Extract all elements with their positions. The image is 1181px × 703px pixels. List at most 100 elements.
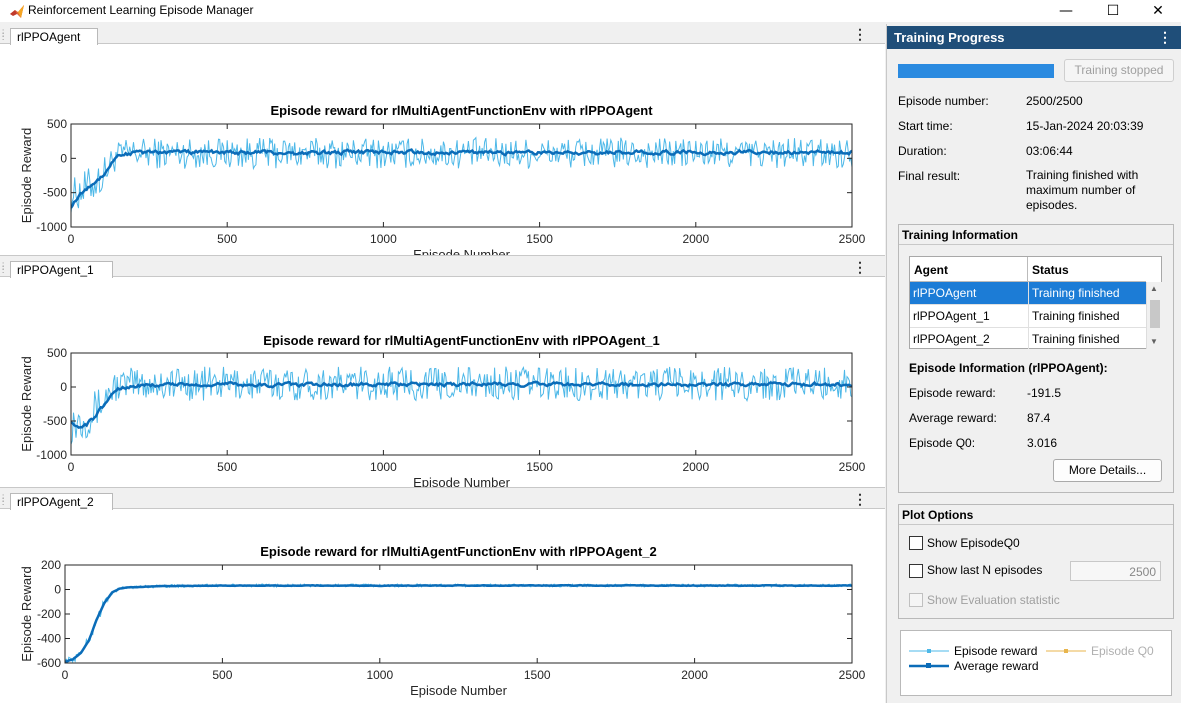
plot-tabbar: ::: rlPPOAgent ⋮ <box>0 24 885 45</box>
average-reward-value: 87.4 <box>1027 411 1051 425</box>
show-q0-label[interactable]: Show EpisodeQ0 <box>927 536 1020 550</box>
plot-legend: Episode reward Episode Q0 Average reward <box>900 630 1172 696</box>
chart-title: Episode reward for rlMultiAgentFunctionE… <box>260 544 657 559</box>
duration-label: Duration: <box>898 144 947 158</box>
legend-episode-q0: Episode Q0 <box>1091 644 1154 658</box>
plot-area <box>71 124 852 227</box>
chart-title: Episode reward for rlMultiAgentFunctionE… <box>263 333 660 348</box>
chart-rlppoagent-1: 0 500 1000 1500 2000 25005000-500-1000Episode… <box>19 333 866 487</box>
plot-tabbar: ::: rlPPOAgent_2 ⋮ <box>0 489 885 510</box>
panel-menu-icon[interactable]: ⋮ <box>853 491 867 507</box>
panel-menu-icon[interactable]: ⋮ <box>853 26 867 42</box>
average-reward-series <box>65 583 852 663</box>
window-title-bar: Reinforcement Learning Episode Manager —… <box>0 0 1181 22</box>
y-tick-label: -1000 <box>36 448 67 462</box>
tab-rlppoagent[interactable]: rlPPOAgent <box>10 28 98 45</box>
start-time-value: 15-Jan-2024 20:03:39 <box>1026 119 1144 133</box>
average-reward-series <box>71 380 852 429</box>
y-tick-label: 0 <box>60 151 67 165</box>
chart-rlppoagent: 0 500 1000 1500 2000 25005000-500-1000Episode… <box>19 103 866 255</box>
table-row[interactable]: rlPPOAgent_2 Training finished <box>910 328 1146 351</box>
splitter[interactable] <box>0 255 885 257</box>
table-scrollbar[interactable]: ▲ ▼ <box>1146 282 1162 349</box>
episode-reward-series <box>71 366 852 445</box>
y-axis-label: Episode Reward <box>19 566 34 661</box>
x-tick-label: 500 <box>217 232 237 246</box>
tab-rlppoagent-2[interactable]: rlPPOAgent_2 <box>10 493 113 510</box>
average-reward-series <box>71 148 852 209</box>
x-tick-label: 2000 <box>681 668 708 682</box>
y-tick-label: -400 <box>37 632 61 646</box>
legend-episode-reward-marker <box>927 649 931 653</box>
y-tick-label: -200 <box>37 607 61 621</box>
tab-rlppoagent-1[interactable]: rlPPOAgent_1 <box>10 261 113 278</box>
grip-icon[interactable]: ::: <box>2 492 5 507</box>
axes-box <box>70 123 853 228</box>
column-header-agent[interactable]: Agent <box>910 257 1028 282</box>
plot-area <box>71 353 852 455</box>
pane-menu-icon[interactable]: ⋮ <box>1158 29 1172 45</box>
episode-q0-value: 3.016 <box>1027 436 1058 450</box>
x-tick-label: 1500 <box>526 232 553 246</box>
x-axis-label: Episode Number <box>413 247 510 255</box>
y-tick-label: 200 <box>41 558 61 572</box>
plot-area <box>65 565 852 663</box>
maximize-button[interactable]: ☐ <box>1106 3 1120 19</box>
y-tick-label: -500 <box>43 414 67 428</box>
agent-cell: rlPPOAgent <box>913 286 977 300</box>
x-tick-label: 2000 <box>682 232 709 246</box>
chart-rlppoagent-2: 0 500 1000 1500 2000 25002000-200-400-600Epis… <box>19 544 866 698</box>
y-tick-label: 0 <box>60 380 67 394</box>
y-tick-label: 0 <box>54 583 61 597</box>
window-title: Reinforcement Learning Episode Manager <box>28 3 254 17</box>
close-button[interactable]: ✕ <box>1152 3 1164 19</box>
scroll-thumb[interactable] <box>1150 300 1160 328</box>
panel-menu-icon[interactable]: ⋮ <box>853 259 867 275</box>
plot-options-group: Plot Options Show EpisodeQ0 Show last N … <box>898 504 1174 619</box>
agent-cell: rlPPOAgent_1 <box>913 309 990 323</box>
training-stopped-button[interactable]: Training stopped <box>1064 59 1174 82</box>
episode-q0-label: Episode Q0: <box>909 436 976 450</box>
scroll-down-icon[interactable]: ▼ <box>1150 337 1158 346</box>
training-progress-pane: Training Progress ⋮ Training stopped Epi… <box>886 24 1181 703</box>
plot-panel-2: ::: rlPPOAgent_1 ⋮ 0 500 1000 1500 2000 2500 5… <box>0 257 885 487</box>
y-tick-label: -600 <box>37 656 61 670</box>
y-tick-label: 500 <box>47 346 67 360</box>
status-cell: Training finished <box>1032 309 1120 323</box>
duration-value: 03:06:44 <box>1026 144 1073 158</box>
show-eval-checkbox[interactable] <box>909 593 923 607</box>
episode-information-title: Episode Information (rlPPOAgent): <box>909 361 1108 375</box>
x-tick-label: 1000 <box>370 460 397 474</box>
show-q0-checkbox[interactable] <box>909 536 923 550</box>
show-lastn-checkbox[interactable] <box>909 564 923 578</box>
grip-icon[interactable]: ::: <box>2 260 5 275</box>
minimize-button[interactable]: — <box>1059 3 1073 19</box>
scroll-up-icon[interactable]: ▲ <box>1150 284 1158 293</box>
x-tick-label: 1000 <box>370 232 397 246</box>
x-tick-label: 2000 <box>682 460 709 474</box>
splitter[interactable] <box>0 487 885 489</box>
show-eval-label: Show Evaluation statistic <box>927 593 1060 607</box>
matlab-logo-icon <box>10 5 24 18</box>
show-lastn-label[interactable]: Show last N episodes <box>927 563 1043 577</box>
legend-episode-reward: Episode reward <box>954 644 1038 658</box>
legend-average-reward-marker <box>926 663 931 668</box>
legend-markers <box>909 649 1086 668</box>
grip-icon[interactable]: ::: <box>2 27 5 42</box>
column-header-status[interactable]: Status <box>1028 257 1146 282</box>
x-tick-label: 0 <box>68 232 75 246</box>
x-tick-label: 500 <box>212 668 232 682</box>
x-axis-label: Episode Number <box>410 683 507 698</box>
x-tick-label: 1000 <box>366 668 393 682</box>
final-result-value: Training finished with maximum number of… <box>1026 168 1138 213</box>
plot-options-title: Plot Options <box>899 505 1173 525</box>
final-result-line: Training finished with <box>1026 168 1139 182</box>
training-progress-header: Training Progress ⋮ <box>887 26 1181 49</box>
average-reward-label: Average reward: <box>909 411 997 425</box>
y-tick-label: -500 <box>43 186 67 200</box>
lastn-episodes-input[interactable]: 2500 <box>1070 561 1161 581</box>
final-result-line: maximum number of <box>1026 183 1136 197</box>
status-cell: Training finished <box>1032 332 1120 346</box>
x-axis-label: Episode Number <box>413 475 510 487</box>
more-details-button[interactable]: More Details... <box>1053 459 1162 482</box>
